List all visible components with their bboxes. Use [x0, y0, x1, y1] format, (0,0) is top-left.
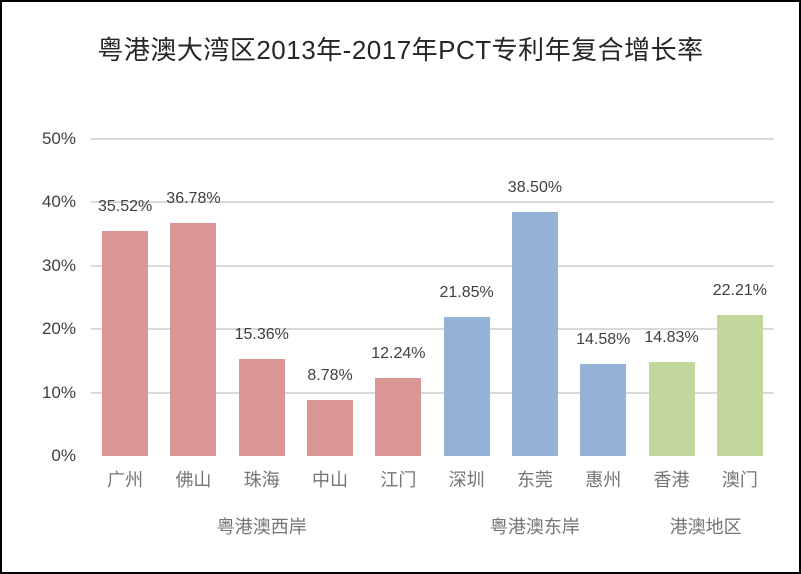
x-axis-category-label: 江门 — [380, 470, 417, 490]
bar-value-label: 12.24% — [371, 345, 426, 363]
x-axis-group-label: 粤港澳西岸 — [216, 517, 307, 537]
bar-value-label: 22.21% — [712, 282, 767, 300]
bar-value-label: 38.50% — [507, 178, 563, 196]
bar-value-label: 14.83% — [644, 328, 699, 346]
chart-title: 粤港澳大湾区2013年-2017年PCT专利年复合增长率 — [97, 35, 704, 65]
bar — [102, 230, 149, 456]
bar — [375, 378, 422, 456]
bar-value-label: 14.58% — [576, 330, 631, 348]
bar-value-label: 35.52% — [98, 197, 153, 215]
bar — [716, 315, 763, 456]
x-axis-category-label: 广州 — [107, 470, 144, 490]
bar — [307, 400, 354, 456]
y-axis-tick-label: 10% — [41, 382, 76, 402]
gridline — [91, 328, 774, 331]
bar-value-label: 36.78% — [166, 189, 221, 207]
y-axis-tick-label: 40% — [41, 192, 76, 212]
x-axis-category-label: 深圳 — [448, 470, 485, 490]
x-axis-category-label: 中山 — [312, 470, 349, 490]
bar-value-label: 8.78% — [307, 367, 353, 385]
bar — [170, 222, 217, 456]
y-axis-tick-label: 50% — [41, 129, 76, 148]
bar — [511, 211, 558, 456]
x-axis-category-label: 香港 — [653, 470, 690, 490]
bar — [580, 363, 627, 456]
x-axis-category-label: 澳门 — [721, 470, 758, 490]
x-axis-category-label: 佛山 — [175, 470, 212, 490]
y-axis-tick-label: 30% — [41, 255, 76, 275]
y-axis-tick-label: 0% — [51, 446, 76, 465]
gridline — [91, 391, 774, 394]
gridline — [91, 138, 774, 140]
x-axis-category-label: 惠州 — [585, 470, 622, 490]
gridline — [91, 264, 774, 267]
bar-value-label: 21.85% — [439, 284, 494, 302]
bar — [648, 361, 695, 456]
y-axis-tick-label: 20% — [41, 319, 76, 339]
x-axis-category-label: 珠海 — [243, 470, 280, 490]
x-axis-category-label: 东莞 — [516, 470, 553, 490]
bar — [238, 358, 285, 456]
gridline — [91, 201, 774, 204]
x-axis-group-label: 港澳地区 — [669, 517, 742, 537]
bar-value-label: 15.36% — [234, 325, 289, 343]
bar — [443, 317, 490, 456]
x-axis-group-label: 粤港澳东岸 — [489, 517, 580, 537]
